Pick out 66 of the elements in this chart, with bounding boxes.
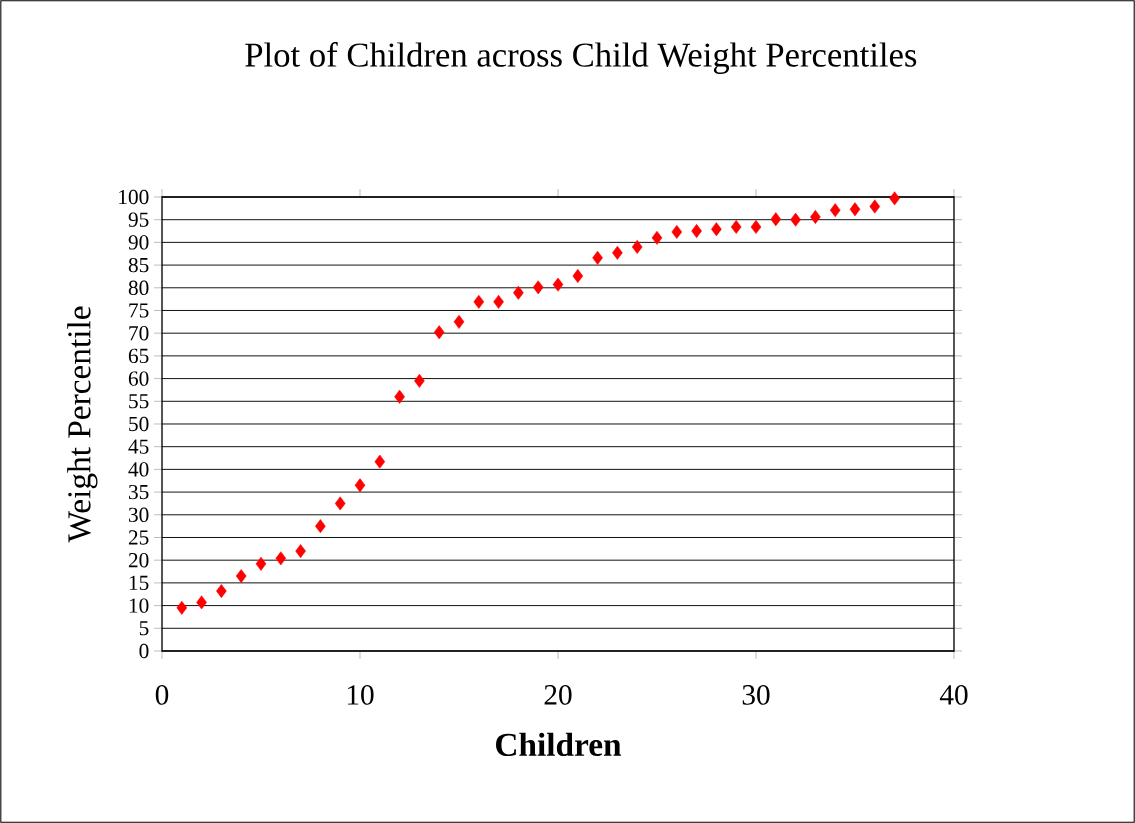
point — [572, 269, 584, 283]
y-tick-label: 50 — [129, 416, 149, 432]
point — [453, 314, 465, 329]
point — [592, 250, 603, 265]
point — [176, 600, 188, 615]
x-tick-label: 10 — [347, 685, 374, 705]
point — [532, 280, 544, 295]
point — [235, 569, 247, 584]
y-tick-label: 60 — [128, 371, 149, 386]
y-tick-label: 10 — [129, 598, 149, 613]
point — [631, 239, 643, 254]
y-tick-label: 65 — [128, 348, 149, 364]
y-tick-label: 90 — [128, 235, 149, 250]
y-axis-title: Weight Percentile — [67, 306, 98, 543]
y-tick-label: 45 — [128, 439, 149, 454]
x-tick-label: 40 — [939, 685, 968, 705]
x-axis-title: Children — [496, 732, 622, 757]
point — [513, 285, 524, 300]
point — [275, 551, 287, 566]
point — [552, 277, 564, 292]
point — [671, 225, 683, 239]
point — [473, 294, 485, 309]
point — [730, 220, 742, 234]
point — [869, 199, 881, 214]
point — [691, 224, 702, 238]
point — [770, 212, 782, 227]
y-tick-label: 80 — [128, 280, 149, 295]
y-tick-label: 100 — [119, 189, 149, 205]
y-tick-label: 0 — [139, 643, 149, 659]
point — [433, 325, 445, 340]
x-tick-label: 20 — [544, 685, 572, 705]
point — [651, 230, 663, 245]
x-tick-label: 0 — [155, 685, 169, 705]
y-tick-label: 55 — [129, 394, 149, 409]
y-tick-label: 70 — [129, 326, 149, 341]
point — [394, 389, 405, 404]
point — [295, 544, 306, 559]
y-tick-label: 5 — [139, 621, 149, 636]
point — [354, 478, 366, 493]
point — [216, 584, 227, 598]
point — [829, 203, 841, 218]
point — [315, 519, 326, 534]
point — [750, 220, 762, 234]
y-tick-label: 75 — [129, 303, 149, 318]
x-tick-label: 30 — [742, 685, 770, 705]
y-tick-label: 85 — [128, 257, 149, 273]
point — [493, 294, 504, 309]
y-tick-label: 25 — [128, 530, 149, 545]
y-tick-label: 40 — [128, 462, 149, 477]
point — [711, 222, 722, 237]
y-tick-label: 95 — [128, 212, 149, 227]
point — [255, 556, 267, 571]
point — [889, 191, 900, 206]
point — [414, 373, 425, 388]
point — [790, 212, 801, 227]
y-tick-label: 30 — [128, 507, 149, 522]
point — [196, 595, 207, 610]
point — [612, 245, 623, 260]
point — [810, 210, 821, 224]
point — [334, 496, 346, 511]
y-tick-label: 20 — [128, 553, 149, 568]
point — [849, 202, 861, 217]
point — [374, 454, 386, 469]
y-tick-label: 15 — [129, 575, 149, 591]
chart-title: Plot of Children across Child Weight Percentiles — [245, 42, 917, 74]
y-tick-label: 35 — [128, 484, 149, 500]
